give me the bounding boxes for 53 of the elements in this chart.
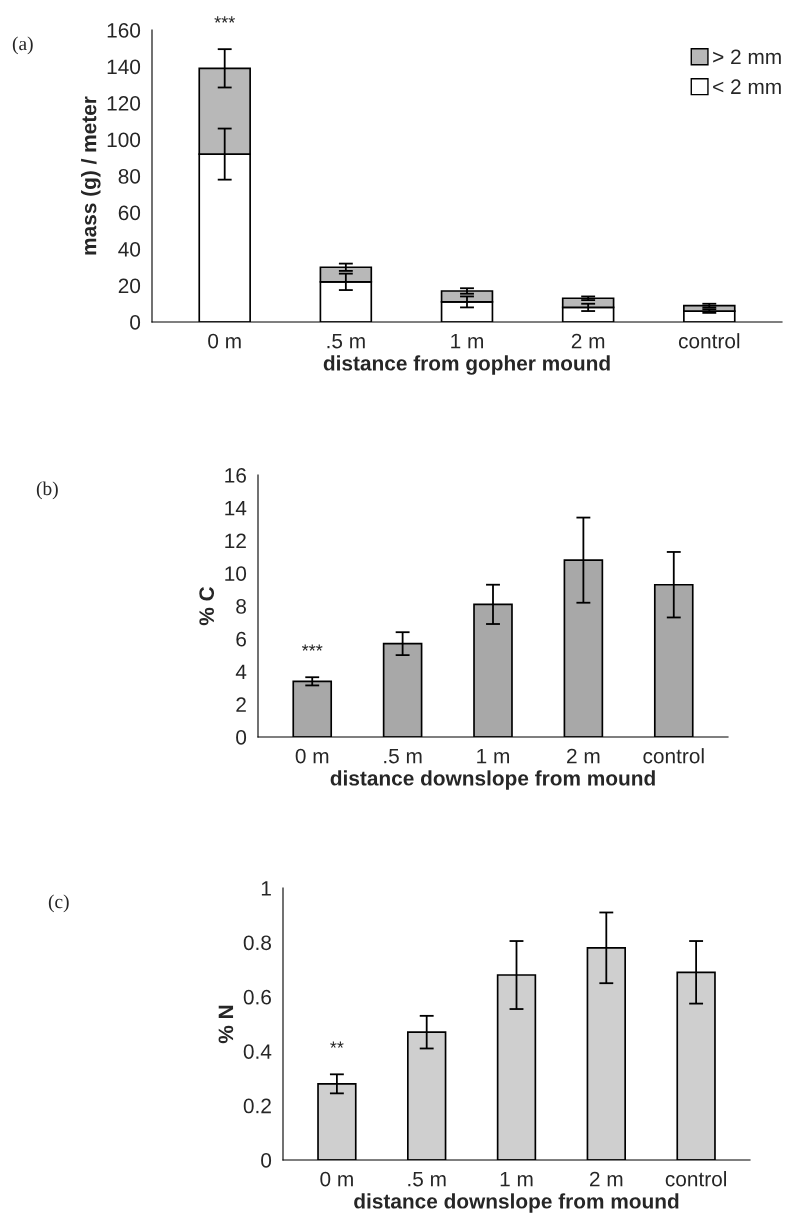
x-tick-label: 2 m bbox=[567, 748, 600, 764]
x-tick-label: 2 m bbox=[589, 1171, 623, 1187]
annotation: ** bbox=[330, 1041, 344, 1048]
y-tick-label: 2 bbox=[236, 697, 246, 712]
y-tick-label: 140 bbox=[107, 59, 141, 75]
y-tick-label: 0.6 bbox=[243, 989, 271, 1005]
x-tick-label: control bbox=[665, 1171, 726, 1187]
y-tick-label: 0.8 bbox=[243, 935, 271, 951]
annotation: *** bbox=[301, 644, 323, 651]
text: (b) bbox=[36, 481, 58, 500]
legend-label: < 2 mm bbox=[713, 79, 781, 94]
y-tick-label: 4 bbox=[235, 664, 247, 680]
y-tick-label: 0.2 bbox=[243, 1098, 271, 1114]
y-tick-label: 6 bbox=[236, 631, 246, 647]
y-tick-label: 0 bbox=[130, 315, 141, 330]
x-tick-label: 1 m bbox=[451, 333, 483, 349]
x-axis-title: distance downslope from mound bbox=[330, 770, 655, 790]
y-tick-label: 0 bbox=[261, 1153, 272, 1168]
y-tick-label: 8 bbox=[236, 599, 246, 614]
y-tick-label: 10 bbox=[225, 566, 247, 581]
x-tick-label: .5 m bbox=[384, 748, 422, 764]
y-tick-label: 1 bbox=[261, 881, 271, 896]
legend-label: > 2 mm bbox=[713, 49, 781, 64]
y-tick-label: 40 bbox=[118, 242, 141, 257]
y-axis-title: % C bbox=[199, 586, 215, 626]
y-tick-label: 100 bbox=[107, 132, 141, 148]
y-tick-label: 12 bbox=[225, 533, 246, 549]
y-tick-label: 0.4 bbox=[243, 1044, 272, 1059]
x-axis-title: distance from gopher mound bbox=[323, 355, 610, 375]
text: (a) bbox=[12, 36, 33, 55]
x-tick-label: control bbox=[643, 748, 704, 764]
x-tick-label: 1 m bbox=[477, 748, 509, 764]
y-axis-title: mass (g) / meter bbox=[81, 96, 101, 255]
x-tick-label: 2 m bbox=[571, 333, 605, 349]
x-tick-label: control bbox=[678, 333, 740, 349]
y-tick-label: 160 bbox=[107, 23, 141, 38]
y-tick-label: 0 bbox=[236, 730, 247, 745]
y-tick-label: 80 bbox=[118, 169, 141, 184]
x-tick-label: 1 m bbox=[500, 1171, 533, 1187]
y-axis-title: % N bbox=[218, 1005, 234, 1044]
text: *** bbox=[214, 16, 235, 23]
x-tick-label: 0 m bbox=[320, 1171, 353, 1187]
y-tick-label: 14 bbox=[225, 500, 247, 516]
y-tick-label: 16 bbox=[225, 468, 246, 483]
y-tick-label: 120 bbox=[107, 96, 141, 111]
x-axis-title: distance downslope from mound bbox=[354, 1193, 679, 1213]
y-tick-label: 20 bbox=[118, 278, 141, 294]
y-tick-label: 60 bbox=[118, 205, 141, 221]
x-tick-label: .5 m bbox=[327, 333, 365, 349]
x-tick-label: .5 m bbox=[408, 1171, 446, 1187]
x-tick-label: 0 m bbox=[208, 333, 241, 349]
x-tick-label: 0 m bbox=[295, 748, 329, 764]
text: (c) bbox=[48, 894, 69, 913]
